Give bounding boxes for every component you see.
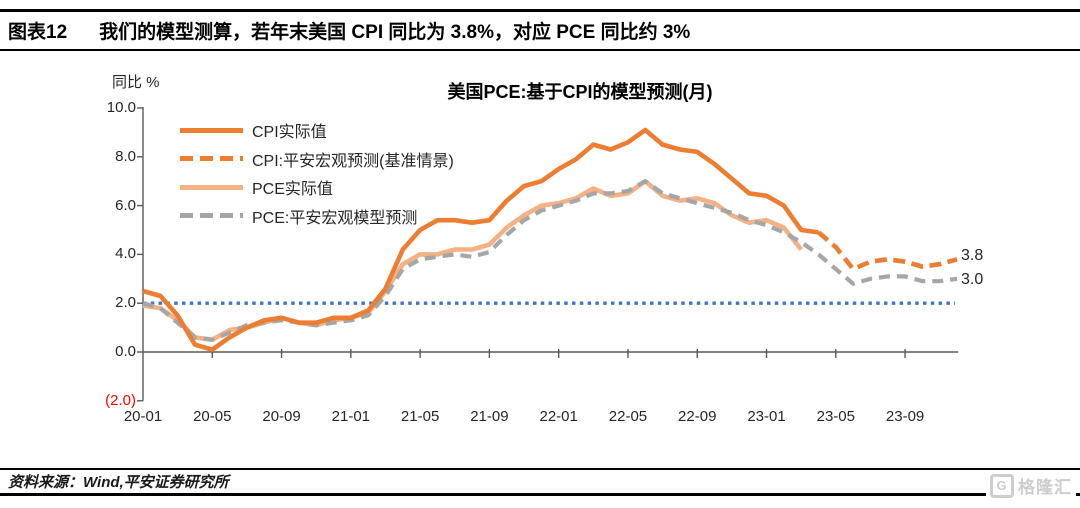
dashed-line-swatch-icon — [180, 156, 243, 162]
x-tick-label: 23-01 — [747, 408, 786, 425]
cpi-end-value-label: 3.8 — [961, 247, 984, 264]
x-tick-label: 21-01 — [331, 408, 371, 425]
figure-title: 我们的模型测算，若年末美国 CPI 同比为 3.8%，对应 PCE 同比约 3% — [99, 22, 691, 43]
y-tick-label: (2.0) — [105, 391, 136, 409]
legend-item-pce-forecast: PCE:平安宏观模型预测 — [180, 202, 454, 231]
chart-legend: CPI实际值 CPI:平安宏观预测(基准情景) PCE实际值 PCE:平安宏观模… — [180, 116, 454, 230]
figure-tag: 图表12 — [8, 22, 68, 43]
y-tick-label: 6.0 — [115, 196, 136, 214]
x-tick-label: 23-09 — [885, 408, 925, 425]
line-swatch-icon — [180, 184, 243, 190]
x-tick-label: 22-01 — [539, 408, 578, 425]
x-tick-label: 21-09 — [470, 408, 509, 425]
legend-label: PCE实际值 — [252, 181, 333, 199]
legend-label: CPI实际值 — [252, 124, 327, 142]
x-tick-label: 22-05 — [608, 408, 648, 425]
legend-label: CPI:平安宏观预测(基准情景) — [252, 152, 454, 170]
y-axis-unit-label: 同比 % — [112, 74, 160, 91]
y-tick-label: 0.0 — [115, 343, 136, 360]
legend-item-cpi-forecast: CPI:平安宏观预测(基准情景) — [180, 145, 454, 174]
y-tick-label: 10.0 — [106, 99, 136, 116]
chart-title: 美国PCE:基于CPI的模型预测(月) — [447, 82, 713, 102]
figure-header: 图表12 我们的模型测算，若年末美国 CPI 同比为 3.8%，对应 PCE 同… — [0, 9, 1080, 51]
y-tick-label: 4.0 — [115, 245, 136, 263]
x-tick-label: 20-01 — [123, 408, 163, 425]
x-tick-label: 22-09 — [678, 408, 717, 425]
pce-end-value-label: 3.0 — [961, 271, 984, 288]
figure-footer: 资料来源：Wind,平安证券研究所 — [0, 468, 1080, 496]
legend-item-pce-actual: PCE实际值 — [180, 173, 454, 202]
gelonghui-g-icon: G — [990, 473, 1014, 498]
gelonghui-logo-text: 格隆汇 — [1018, 478, 1072, 497]
source-text: 资料来源：Wind,平安证券研究所 — [8, 474, 229, 491]
legend-item-cpi-actual: CPI实际值 — [180, 116, 454, 145]
dashed-line-swatch-icon — [180, 213, 243, 219]
x-tick-label: 21-05 — [400, 408, 440, 425]
y-tick-label: 2.0 — [115, 294, 136, 312]
gelonghui-logo: G 格隆汇 — [986, 471, 1076, 500]
y-tick-label: 8.0 — [115, 147, 136, 165]
legend-label: PCE:平安宏观模型预测 — [252, 209, 418, 227]
line-swatch-icon — [180, 127, 243, 133]
x-tick-label: 23-05 — [816, 408, 855, 425]
x-tick-label: 20-05 — [193, 408, 232, 425]
x-tick-label: 20-09 — [262, 408, 301, 425]
